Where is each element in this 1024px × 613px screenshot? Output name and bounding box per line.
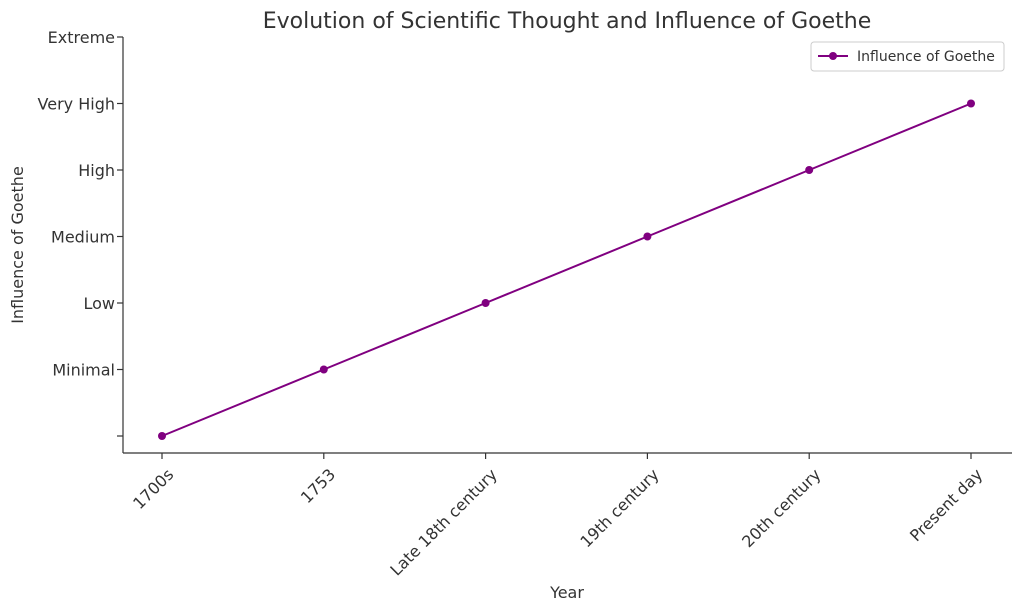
data-point <box>319 365 328 374</box>
legend: Influence of Goethe <box>810 41 1005 72</box>
y-tick-label: Very High <box>38 95 115 114</box>
x-tick-label: 1700s <box>129 465 177 513</box>
chart-axes <box>122 37 1012 454</box>
x-tick-label: Present day <box>906 465 986 545</box>
data-point <box>158 432 166 440</box>
legend-entry-label: Influence of Goethe <box>857 49 995 65</box>
data-point <box>805 166 814 174</box>
legend-marker-swatch <box>829 52 837 60</box>
y-tick-label: Extreme <box>48 28 115 47</box>
x-tick-label: 1753 <box>297 465 339 507</box>
x-axis-label: Year <box>549 583 584 602</box>
x-tick-label: 20th century <box>738 465 824 551</box>
data-point <box>967 99 975 108</box>
data-point <box>481 299 490 307</box>
series-line <box>161 102 972 437</box>
chart-title: Evolution of Scientific Thought and Infl… <box>263 9 871 34</box>
x-tick-label: Late 18th century <box>386 465 501 580</box>
y-tick-label: High <box>78 161 115 180</box>
y-ticks: Minimal Low Medium High Very High Extreme <box>38 28 123 437</box>
y-tick-label: Low <box>83 294 115 313</box>
x-tick-label: 19th century <box>576 465 662 551</box>
series-layer <box>158 99 975 440</box>
data-point <box>643 232 652 241</box>
y-axis-label: Influence of Goethe <box>8 166 27 324</box>
y-tick-label: Minimal <box>52 361 115 380</box>
legend-box <box>810 41 1005 72</box>
x-ticks: 1700s 1753 Late 18th century 19th century 20… <box>129 453 986 579</box>
y-tick-label: Medium <box>51 228 115 247</box>
